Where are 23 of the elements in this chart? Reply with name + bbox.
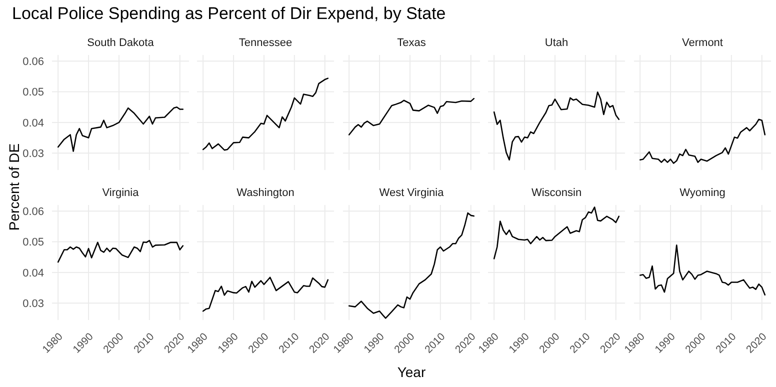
x-axis-title: Year [396, 364, 427, 380]
chart-title: West Virginia [378, 187, 445, 199]
chart-title: Vermont [681, 37, 724, 49]
y-tick-label: 0.06 [22, 206, 44, 218]
y-tick-label: 0.05 [22, 236, 44, 249]
y-tick-label: 0.03 [22, 298, 44, 310]
chart-title: Wyoming [678, 187, 726, 199]
chart-title: Texas [396, 37, 427, 49]
chart-title: Virginia [101, 187, 140, 199]
y-axis-title: Percent of DE [6, 143, 22, 231]
chart-title: South Dakota [86, 37, 155, 49]
line-series [57, 240, 184, 263]
line-series [57, 106, 184, 152]
text: Local Police Spending as Percent of Dir Expend, by State [12, 4, 446, 24]
y-tick-label: 0.05 [22, 86, 44, 99]
chart-title: Wisconsin [530, 187, 583, 199]
y-tick-label: 0.04 [22, 267, 44, 280]
y-tick-label: 0.04 [22, 117, 44, 130]
chart-title: Washington [236, 187, 296, 199]
chart-title: Tennessee [238, 37, 294, 49]
y-tick-label: 0.03 [22, 148, 44, 160]
chart-title: Utah [544, 37, 570, 49]
y-tick-label: 0.06 [22, 56, 44, 68]
